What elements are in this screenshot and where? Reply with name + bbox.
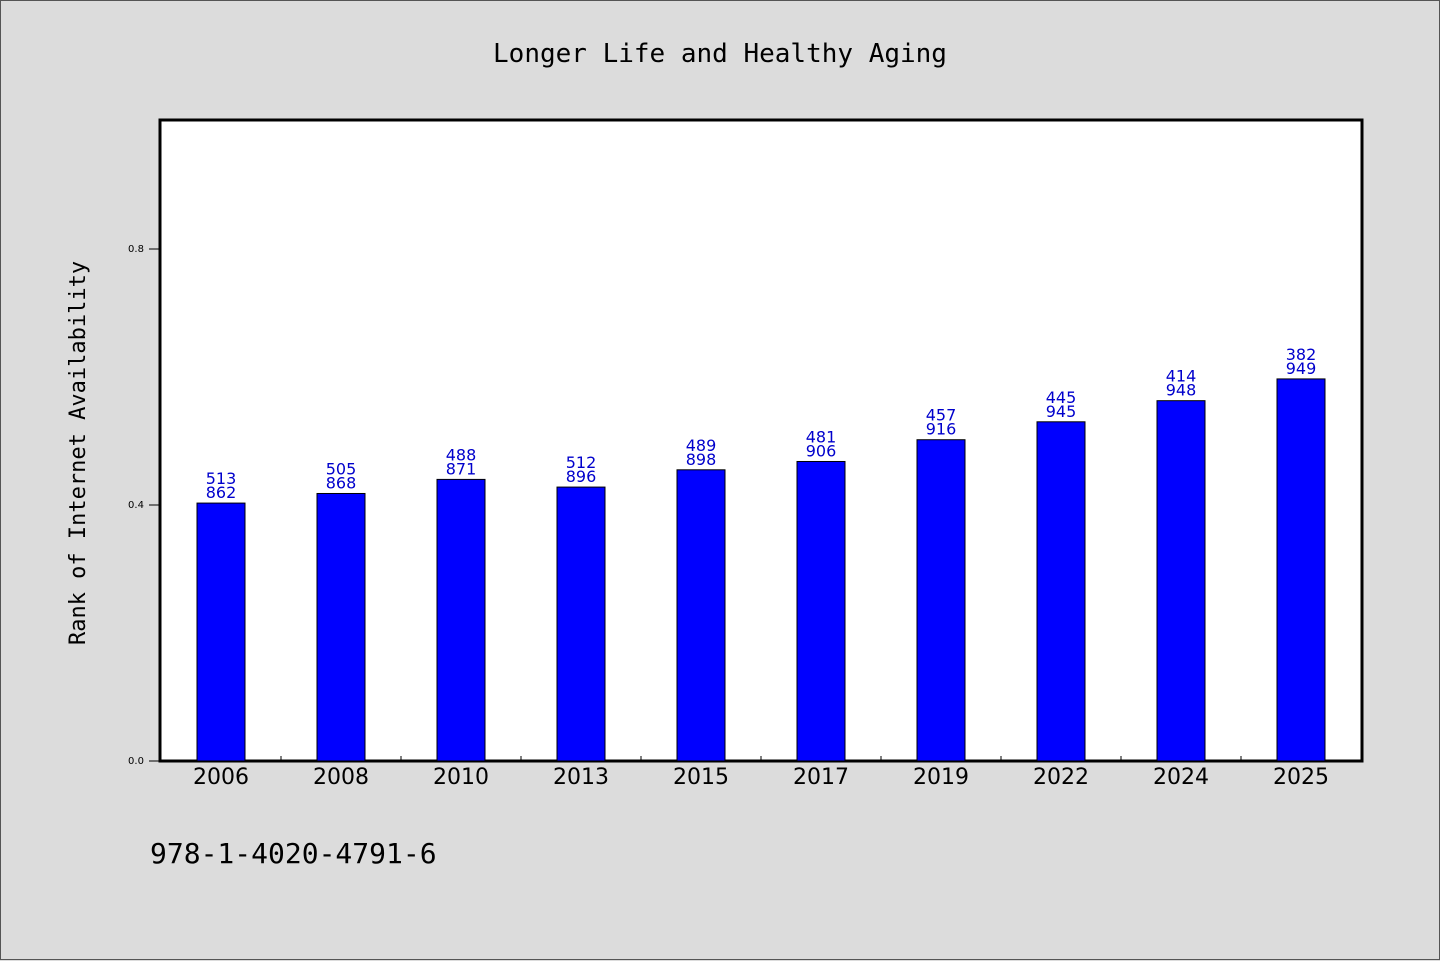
x-tick-label-2006: 2006 [193, 765, 249, 790]
x-tick-label-2015: 2015 [673, 765, 729, 790]
y-tick-label: 0.8 [128, 244, 144, 255]
data-label-bottom-2025: 949 [1286, 359, 1317, 378]
x-tick-label-2024: 2024 [1153, 765, 1209, 790]
bar-2013 [556, 486, 606, 762]
x-tick-label-2008: 2008 [313, 765, 369, 790]
data-label-top-2006: 513 [206, 469, 237, 488]
bar-2017 [796, 460, 846, 762]
data-label-bottom-2015: 898 [686, 450, 717, 469]
x-tick-label-2025: 2025 [1273, 765, 1329, 790]
data-label-top-2025: 382 [1286, 345, 1317, 364]
data-label-top-2024: 414 [1166, 367, 1197, 386]
bar-2019 [916, 439, 966, 762]
y-tick-label: 0.4 [128, 500, 144, 511]
bars-layer [196, 378, 1326, 762]
data-label-top-2013: 512 [566, 453, 597, 472]
y-tick-label: 0.0 [128, 756, 144, 767]
y-axis-label: Rank of Internet Availability [66, 261, 91, 645]
bar-2006 [196, 502, 246, 762]
data-label-top-2022: 445 [1046, 388, 1077, 407]
bar-2015 [676, 469, 726, 762]
x-tick-label-2017: 2017 [793, 765, 849, 790]
y-axis: 0.0 0.4 0.8 [128, 244, 161, 767]
data-label-bottom-2017: 906 [806, 441, 837, 460]
data-label-bottom-2013: 896 [566, 467, 597, 486]
x-tick-label-2010: 2010 [433, 765, 489, 790]
bar-2008 [316, 492, 366, 762]
data-label-top-2017: 481 [806, 427, 837, 446]
data-label-bottom-2010: 871 [446, 459, 477, 478]
data-label-top-2008: 505 [326, 459, 357, 478]
data-label-top-2010: 488 [446, 445, 477, 464]
data-label-top-2019: 457 [926, 406, 957, 425]
data-label-bottom-2022: 945 [1046, 402, 1077, 421]
bar-2022 [1036, 421, 1086, 762]
bar-2010 [436, 478, 486, 762]
data-label-top-2015: 489 [686, 436, 717, 455]
data-label-bottom-2006: 862 [206, 483, 237, 502]
x-tick-label-2013: 2013 [553, 765, 609, 790]
bar-2024 [1156, 400, 1206, 762]
x-axis: 2006 2008 2010 2013 2015 2017 2019 2022 2024 2025 [193, 756, 1329, 790]
data-label-bottom-2008: 868 [326, 473, 357, 492]
footer-isbn-text: 978-1-4020-4791-6 [150, 837, 437, 870]
data-label-bottom-2024: 948 [1166, 381, 1197, 400]
data-label-bottom-2019: 916 [926, 420, 957, 439]
x-tick-label-2019: 2019 [913, 765, 969, 790]
chart-title: Longer Life and Healthy Aging [493, 39, 947, 69]
x-tick-label-2022: 2022 [1033, 765, 1089, 790]
bar-2025 [1276, 378, 1326, 762]
